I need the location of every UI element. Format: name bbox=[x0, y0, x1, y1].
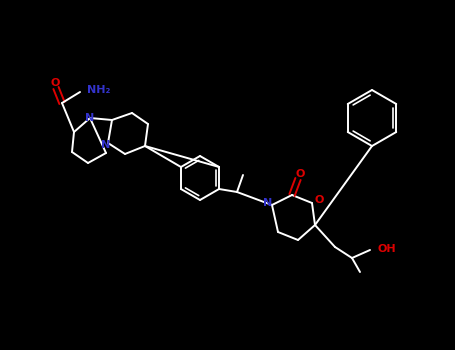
Text: OH: OH bbox=[378, 244, 397, 254]
Text: N: N bbox=[86, 113, 95, 123]
Text: O: O bbox=[295, 169, 305, 179]
Text: N: N bbox=[101, 140, 111, 150]
Text: O: O bbox=[51, 78, 60, 88]
Text: NH₂: NH₂ bbox=[87, 85, 111, 95]
Text: N: N bbox=[263, 198, 273, 208]
Text: O: O bbox=[314, 195, 324, 205]
